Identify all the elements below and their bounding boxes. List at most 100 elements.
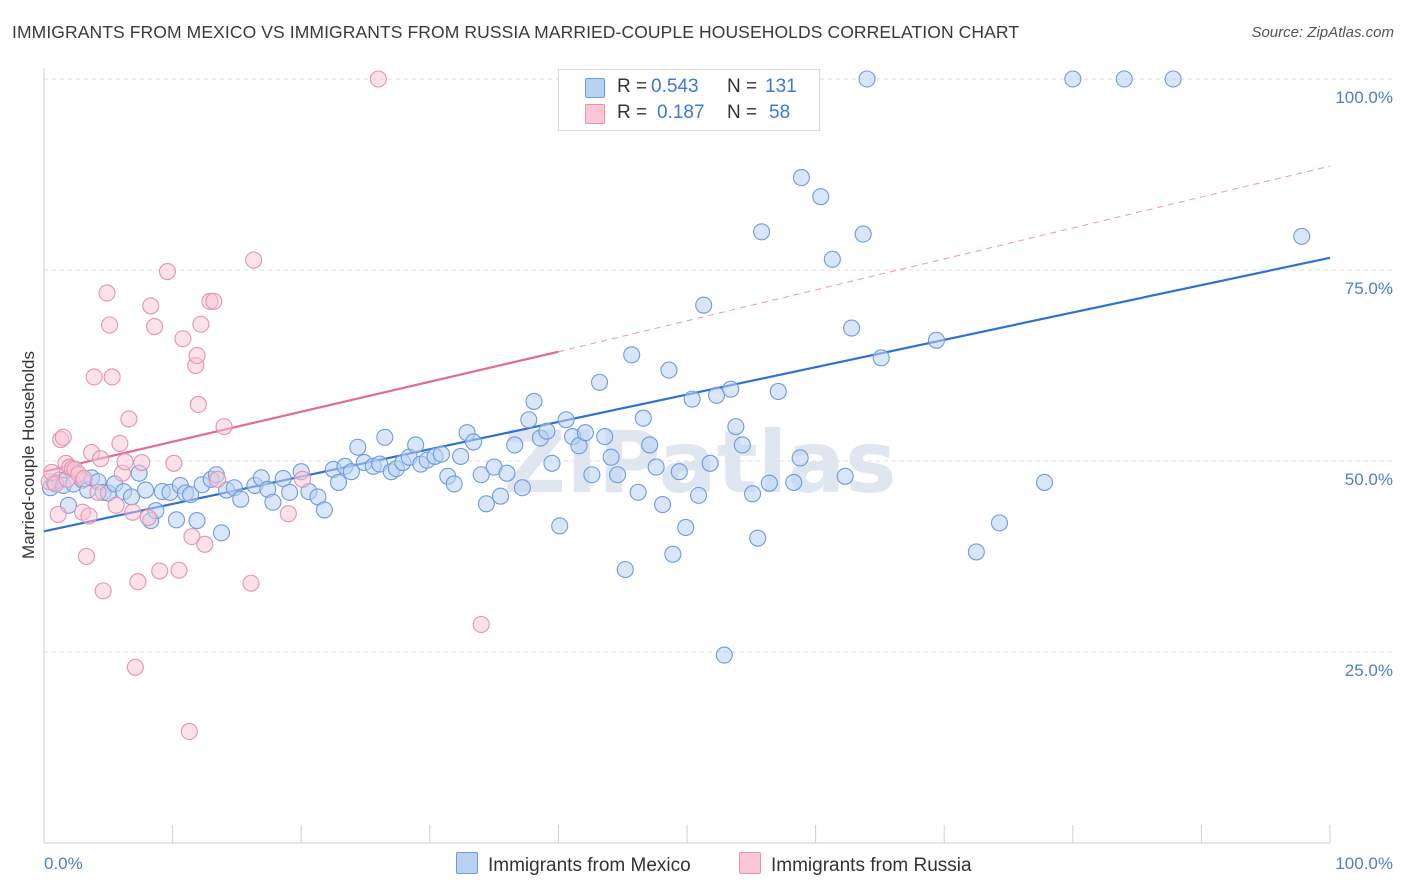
mexico-point bbox=[506, 436, 524, 454]
mexico-point bbox=[1115, 70, 1133, 88]
mexico-point bbox=[683, 390, 701, 408]
russia-point bbox=[165, 454, 183, 472]
mexico-point bbox=[701, 454, 719, 472]
russia-point bbox=[170, 561, 188, 579]
mexico-point bbox=[609, 466, 627, 484]
mexico-point bbox=[596, 428, 614, 446]
mexico-point bbox=[576, 424, 594, 442]
grid-lines bbox=[44, 78, 1394, 653]
mexico-point bbox=[854, 225, 872, 243]
mexico-legend-label: Immigrants from Mexico bbox=[488, 855, 691, 876]
russia-point bbox=[209, 470, 227, 488]
mexico-point bbox=[990, 514, 1009, 532]
russia-point bbox=[215, 418, 233, 436]
legend-n-label: N = bbox=[727, 102, 758, 123]
series-mexico-points bbox=[41, 70, 1311, 664]
mexico-point bbox=[727, 418, 745, 436]
russia-point bbox=[192, 315, 210, 333]
mexico-point bbox=[472, 466, 490, 484]
mexico-point bbox=[432, 445, 450, 463]
source-credit: Source: ZipAtlas.com bbox=[1251, 24, 1394, 41]
mexico-point bbox=[1064, 70, 1082, 88]
legend-r-label: R = bbox=[617, 102, 648, 123]
mexico-point bbox=[641, 436, 659, 454]
mexico-point bbox=[591, 373, 609, 391]
mexico-point bbox=[551, 517, 569, 535]
russia-point bbox=[116, 453, 134, 471]
mexico-point bbox=[708, 386, 726, 404]
mexico-point bbox=[557, 411, 575, 429]
mexico-point bbox=[858, 70, 876, 88]
mexico-point bbox=[464, 433, 483, 451]
mexico-point bbox=[602, 448, 620, 466]
russia-point bbox=[111, 434, 129, 452]
mexico-point bbox=[670, 463, 688, 481]
mexico-point bbox=[733, 436, 751, 454]
russia-point bbox=[293, 470, 312, 488]
russia-point bbox=[80, 507, 98, 525]
mexico-point bbox=[538, 422, 556, 440]
y-tick-labels: 25.0% 50.0% 75.0% 100.0% bbox=[1335, 88, 1393, 680]
russia-point bbox=[124, 503, 142, 521]
mexico-point bbox=[491, 487, 510, 505]
russia-point bbox=[183, 528, 201, 546]
mexico-point bbox=[843, 319, 861, 337]
russia-point bbox=[158, 262, 177, 281]
mexico-point bbox=[349, 438, 367, 456]
russia-point bbox=[242, 574, 260, 592]
y-axis-label: Married-couple Households bbox=[19, 351, 38, 559]
mexico-point bbox=[274, 470, 292, 488]
mexico-point bbox=[264, 493, 282, 511]
mexico-point bbox=[167, 511, 186, 529]
mexico-point bbox=[498, 464, 516, 482]
russia-point bbox=[85, 368, 103, 386]
russia-point bbox=[103, 368, 121, 386]
mexico-point bbox=[785, 473, 803, 491]
mexico-point bbox=[792, 169, 811, 187]
legend-r-value: 0.543 bbox=[651, 76, 699, 97]
russia-point bbox=[133, 453, 151, 472]
russia-point bbox=[94, 582, 112, 600]
russia-point bbox=[77, 547, 95, 566]
russia-swatch bbox=[585, 104, 605, 124]
legend-n-label: N = bbox=[727, 76, 758, 97]
mexico-swatch bbox=[585, 78, 605, 98]
mexico-point bbox=[188, 512, 206, 530]
russia-point bbox=[151, 562, 169, 580]
mexico-point bbox=[1293, 227, 1311, 245]
mexico-point bbox=[137, 481, 155, 499]
mexico-point bbox=[445, 475, 463, 493]
russia-point bbox=[279, 505, 297, 523]
russia-point bbox=[107, 496, 125, 514]
russia-point bbox=[54, 428, 72, 446]
mexico-point bbox=[629, 483, 647, 501]
russia-point bbox=[75, 470, 93, 488]
mexico-legend-swatch bbox=[456, 852, 478, 874]
russia-point bbox=[472, 615, 490, 634]
series-russia-points bbox=[40, 70, 490, 741]
russia-point bbox=[146, 317, 164, 336]
russia-legend-label: Immigrants from Russia bbox=[771, 855, 972, 876]
mexico-point bbox=[744, 485, 762, 503]
mexico-point bbox=[281, 483, 299, 501]
russia-point bbox=[189, 395, 207, 414]
mexico-point bbox=[967, 543, 985, 561]
mexico-point bbox=[647, 458, 665, 476]
mexico-point bbox=[634, 409, 652, 427]
russia-point bbox=[139, 508, 157, 527]
mexico-point bbox=[543, 454, 561, 472]
chart-title: IMMIGRANTS FROM MEXICO VS IMMIGRANTS FRO… bbox=[12, 22, 1020, 42]
mexico-point bbox=[122, 488, 140, 506]
russia-trend-line bbox=[43, 350, 559, 473]
mexico-point bbox=[520, 411, 538, 429]
mexico-point bbox=[232, 490, 250, 508]
russia-point bbox=[49, 505, 67, 524]
mexico-point bbox=[329, 473, 348, 491]
x-tick-labels: 0.0% 100.0% bbox=[44, 854, 1393, 873]
russia-legend-swatch bbox=[739, 852, 761, 874]
russia-point bbox=[369, 70, 387, 88]
mexico-point bbox=[791, 449, 809, 467]
russia-point bbox=[245, 251, 263, 269]
y-tick-label: 100.0% bbox=[1335, 88, 1393, 107]
